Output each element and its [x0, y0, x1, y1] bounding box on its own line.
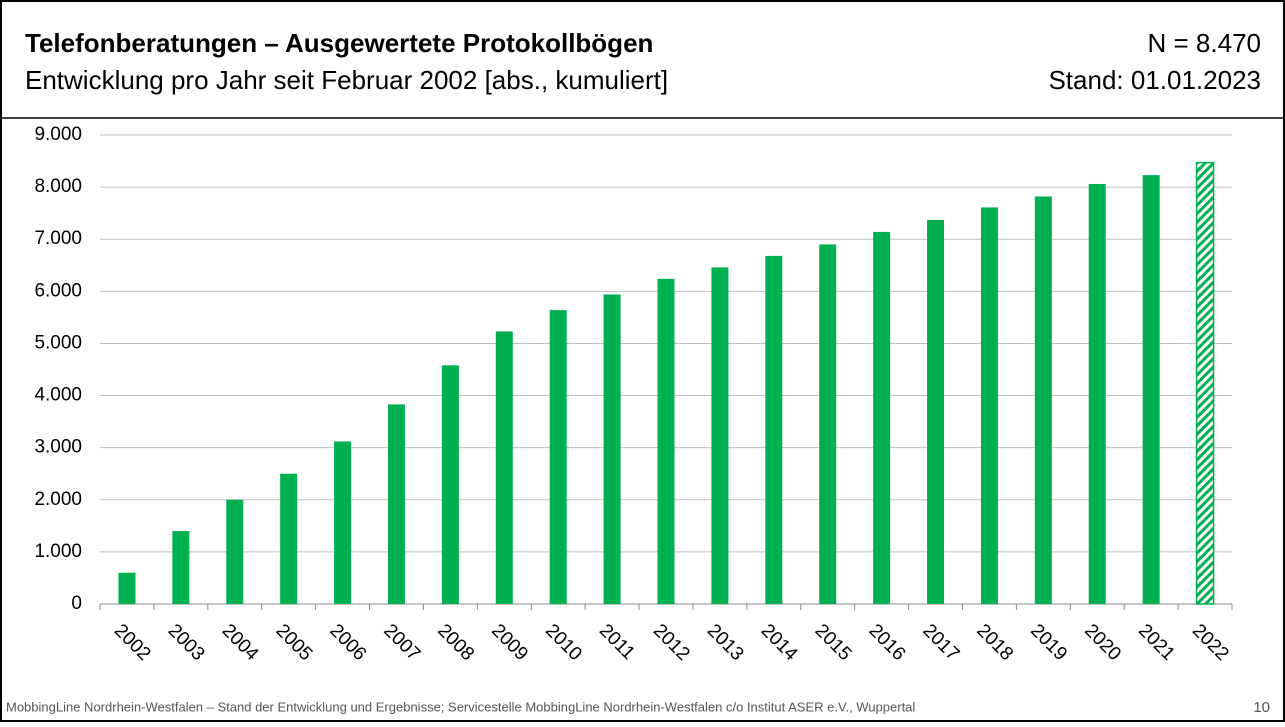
bar: [549, 310, 567, 604]
x-tick-label: 2004: [218, 620, 263, 665]
bar: [765, 255, 783, 605]
bar: [603, 294, 621, 604]
bar: [172, 531, 190, 604]
x-tick-label: 2011: [595, 620, 639, 664]
y-tick-label: 8.000: [34, 176, 82, 197]
x-tick-label: 2017: [918, 620, 963, 665]
bar: [1034, 196, 1052, 605]
x-tick-label: 2008: [433, 620, 478, 665]
x-tick-label: 2020: [1080, 620, 1125, 665]
bar: [873, 231, 891, 604]
bar: [1088, 183, 1106, 605]
x-tick-label: 2015: [811, 620, 856, 665]
y-tick-label: 5.000: [34, 332, 82, 353]
bar: [711, 267, 729, 604]
bar: [387, 404, 405, 604]
x-tick-label: 2018: [972, 620, 1017, 665]
chart-subtitle: Entwicklung pro Jahr seit Februar 2002 […: [25, 65, 668, 95]
bar: [280, 473, 298, 604]
bar: [1142, 175, 1160, 604]
x-tick-label: 2006: [325, 620, 370, 665]
y-tick-label: 3.000: [34, 437, 82, 458]
x-tick-label: 2016: [865, 620, 910, 665]
bar: [657, 278, 675, 604]
x-tick-label: 2013: [703, 620, 748, 665]
annotation: N = 8.470: [1148, 28, 1261, 58]
bar: [819, 244, 837, 604]
bar: [927, 219, 945, 605]
x-tick-label: 2019: [1026, 620, 1071, 665]
x-tick-label: 2002: [110, 620, 155, 665]
bar: [980, 207, 998, 604]
x-tick-label: 2022: [1188, 620, 1233, 665]
x-tick-label: 2007: [379, 620, 424, 665]
chart-title: Telefonberatungen – Ausgewertete Protoko…: [25, 28, 653, 58]
y-tick-label: 7.000: [34, 228, 82, 249]
bar: [334, 441, 352, 604]
x-tick-label: 2010: [541, 620, 586, 665]
bar: [495, 331, 513, 604]
x-tick-label: 2009: [487, 620, 532, 665]
x-tick-label: 2003: [164, 620, 209, 665]
page-number: 10: [1253, 699, 1270, 716]
y-tick-label: 4.000: [34, 385, 82, 406]
y-tick-label: 0: [71, 593, 82, 614]
y-tick-label: 2.000: [34, 489, 82, 510]
bar: [118, 572, 136, 604]
y-tick-label: 9.000: [34, 124, 82, 145]
x-tick-label: 2005: [272, 620, 317, 665]
bar: [1195, 161, 1215, 605]
annotation: Stand: 01.01.2023: [1048, 65, 1261, 95]
bar: [226, 499, 244, 604]
x-tick-label: 2021: [1134, 620, 1179, 665]
x-tick-label: 2012: [649, 620, 694, 665]
y-tick-label: 6.000: [34, 280, 82, 301]
footer-text: MobbingLine Nordrhein-Westfalen – Stand …: [6, 699, 915, 714]
x-tick-label: 2014: [757, 620, 802, 665]
y-tick-label: 1.000: [34, 541, 82, 562]
bar: [441, 365, 459, 604]
